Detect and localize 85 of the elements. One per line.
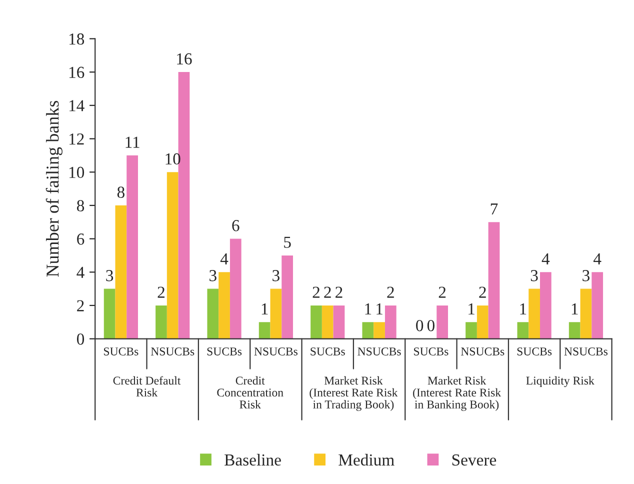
- data-label: 16: [177, 53, 192, 65]
- data-label: 3: [106, 270, 114, 282]
- bar: [476, 305, 488, 339]
- text: Credit Default Risk: [113, 376, 181, 397]
- y-tick-label: 8: [76, 200, 84, 212]
- bar: [156, 305, 167, 339]
- bar: [218, 272, 230, 339]
- bar: [436, 305, 448, 339]
- y-tick-label: 16: [69, 66, 84, 78]
- data-label: 1: [376, 303, 382, 314]
- bar: [207, 288, 219, 339]
- data-label: 11: [126, 136, 140, 148]
- data-label: 2: [324, 286, 331, 298]
- x-tick-label: NSUCBs: [358, 348, 401, 356]
- data-label: 1: [468, 303, 474, 314]
- y-tick-label: 4: [76, 266, 84, 278]
- data-label: 2: [387, 286, 394, 298]
- data-label: 2: [158, 286, 164, 298]
- legend-label: Severe: [452, 454, 496, 466]
- y-tick-label: 0: [76, 334, 84, 345]
- data-label: 3: [272, 270, 280, 282]
- bar: [115, 205, 127, 339]
- bar: [528, 288, 540, 339]
- data-label: 1: [572, 303, 578, 314]
- bar: [568, 322, 580, 339]
- data-label: 1: [520, 303, 526, 314]
- bar: [322, 305, 334, 339]
- x-tick-label: NSUCBs: [460, 348, 504, 356]
- y-tick-label: 18: [69, 33, 84, 45]
- data-label: 0: [416, 320, 424, 332]
- data-label: 4: [220, 253, 228, 264]
- bar: [270, 288, 282, 339]
- bar: [310, 305, 322, 339]
- y-tick-label: 10: [69, 166, 84, 178]
- data-label: 1: [262, 303, 268, 314]
- y-tick-label: 12: [69, 133, 84, 145]
- bar: [517, 322, 529, 339]
- data-label: 4: [542, 253, 550, 264]
- data-label: 1: [365, 303, 372, 314]
- bar: [166, 172, 178, 339]
- bar: [374, 322, 385, 339]
- data-label: 7: [490, 203, 498, 214]
- bar: [258, 322, 270, 339]
- bar: [230, 238, 242, 339]
- legend-label: Medium: [338, 454, 394, 466]
- bar: [333, 305, 345, 339]
- bar: [104, 288, 116, 339]
- y-tick-label: 6: [77, 234, 84, 245]
- x-tick-label: SUCBs: [207, 348, 242, 356]
- data-label: 2: [479, 286, 486, 298]
- bar: [592, 272, 604, 339]
- text: Market Risk (Interest Rate Risk in Banking Book): [413, 376, 502, 411]
- bar: [488, 222, 500, 339]
- x-tick-label: SUCBs: [517, 348, 552, 356]
- data-label: 2: [336, 286, 342, 298]
- x-tick-label: SUCBs: [104, 348, 138, 356]
- x-tick-label: SUCBs: [414, 348, 448, 356]
- bar: [282, 255, 293, 339]
- y-tick-label: 2: [77, 300, 84, 312]
- data-label: 2: [312, 286, 320, 298]
- data-label: 5: [284, 236, 291, 248]
- data-label: 8: [117, 186, 124, 198]
- data-label: 4: [594, 253, 602, 264]
- data-label: 0: [427, 320, 434, 332]
- bar: [580, 288, 592, 339]
- bar: [362, 322, 374, 339]
- data-label: 6: [232, 220, 240, 232]
- data-label: 3: [530, 270, 538, 282]
- y-axis-title: Number of failing banks: [46, 100, 62, 277]
- text: Market Risk (Interest Rate Risk in Trading Book): [310, 376, 398, 411]
- x-tick-label: NSUCBs: [150, 348, 194, 356]
- bar: [384, 305, 396, 339]
- text: Liquidity Risk: [526, 376, 594, 388]
- text: Credit Concentration Risk: [217, 376, 284, 408]
- bar: [540, 272, 552, 339]
- data-label: 3: [582, 270, 590, 282]
- x-tick-label: SUCBs: [310, 348, 345, 356]
- y-tick-label: 14: [69, 100, 84, 112]
- x-tick-label: NSUCBs: [254, 348, 298, 356]
- data-label: 3: [210, 270, 216, 282]
- data-label: 2: [438, 286, 446, 298]
- x-tick-label: NSUCBs: [564, 348, 608, 356]
- legend-label: Baseline: [224, 454, 281, 466]
- bar: [466, 322, 477, 339]
- bar: [126, 155, 138, 339]
